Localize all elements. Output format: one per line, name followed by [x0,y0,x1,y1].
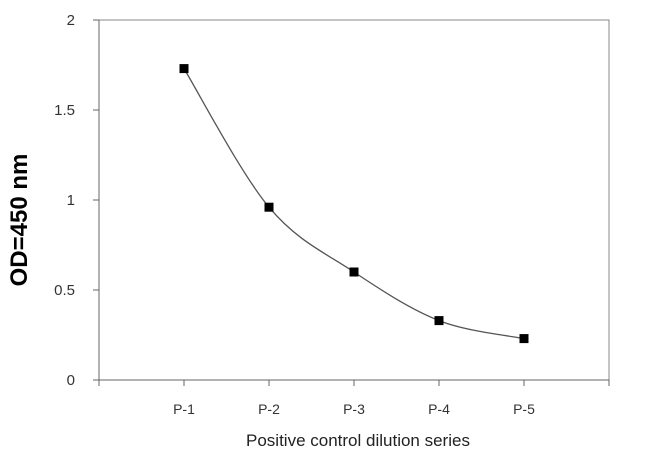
data-point-marker [264,202,274,212]
x-axis-ticks: P-1 P-2 P-3 P-4 P-5 [98,380,610,417]
series-group [179,64,529,344]
y-tick-label: 1.5 [54,102,75,119]
data-point-marker [519,334,529,344]
data-point-marker [434,316,444,326]
y-tick-label: 0.5 [54,282,75,299]
y-axis-title: OD=450 nm [6,154,33,287]
axes [98,19,610,381]
y-axis-ticks: 0 0.5 1 1.5 2 [54,12,99,389]
x-tick-label: P-3 [343,401,365,417]
x-tick-label: P-1 [173,401,195,417]
x-tick-label: P-2 [258,401,280,417]
y-tick-label: 2 [67,12,75,29]
y-tick-label: 1 [67,192,75,209]
series-line [183,68,525,340]
data-point-marker [349,267,359,277]
x-tick-label: P-4 [428,401,450,417]
plot-frame [98,19,610,381]
data-point-marker [179,64,189,74]
x-axis-title: Positive control dilution series [246,431,470,450]
x-tick-label: P-5 [513,401,535,417]
y-tick-label: 0 [67,372,75,389]
